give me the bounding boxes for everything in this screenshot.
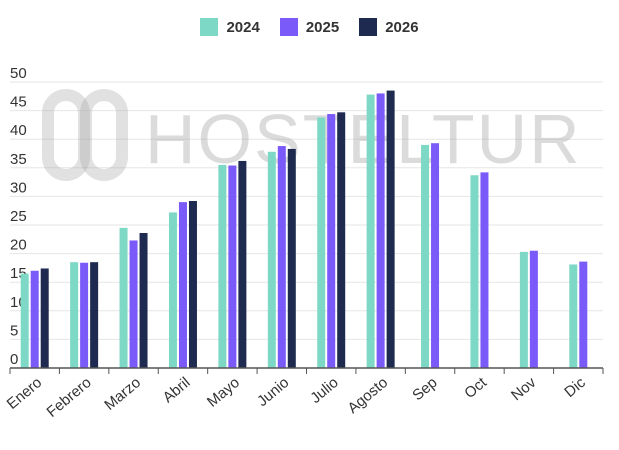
bar-2025-marzo[interactable] <box>129 240 138 368</box>
bar-2025-abril[interactable] <box>178 202 187 368</box>
bar-2025-sep[interactable] <box>431 143 440 368</box>
bar-2026-febrero[interactable] <box>90 262 99 368</box>
x-tick-label-dic: Dic <box>561 374 589 401</box>
bar-2025-dic[interactable] <box>579 261 588 368</box>
watermark: HOSTELTUR <box>42 89 582 181</box>
legend-swatch-2026 <box>359 18 378 36</box>
bar-2026-agosto[interactable] <box>386 90 395 368</box>
y-tick-label-0: 0 <box>10 351 18 368</box>
bar-2025-febrero[interactable] <box>80 262 89 368</box>
x-tick-label-febrero: Febrero <box>44 374 95 421</box>
x-tick-label-agosto: Agosto <box>344 374 391 417</box>
bar-2025-enero[interactable] <box>30 270 39 368</box>
y-tick-label-25: 25 <box>10 208 27 225</box>
bar-2026-enero[interactable] <box>40 268 49 368</box>
legend-swatch-2024 <box>200 18 219 36</box>
bar-2025-agosto[interactable] <box>376 93 385 368</box>
legend-item-2025[interactable]: 2025 <box>279 18 340 36</box>
chart-grid <box>10 81 603 340</box>
x-tick-label-mayo: Mayo <box>204 374 243 411</box>
bar-2025-nov[interactable] <box>529 250 538 368</box>
bar-2024-oct[interactable] <box>470 175 479 368</box>
bar-2024-nov[interactable] <box>519 251 528 368</box>
y-tick-label-5: 5 <box>10 322 18 339</box>
y-tick-label-30: 30 <box>10 179 27 196</box>
bar-2025-mayo[interactable] <box>228 165 237 368</box>
x-tick-label-oct: Oct <box>461 374 490 403</box>
legend-label-2025: 2025 <box>305 18 340 36</box>
watermark-text: HOSTELTUR <box>145 100 582 178</box>
bar-2026-marzo[interactable] <box>139 233 148 368</box>
x-tick-label-junio: Junio <box>254 374 292 410</box>
x-tick-label-enero: Enero <box>4 374 46 413</box>
bar-2024-julio[interactable] <box>317 117 326 369</box>
y-tick-label-50: 50 <box>10 65 27 82</box>
bars <box>20 90 588 369</box>
chart-legend: 2024 2025 2026 <box>0 18 619 36</box>
legend-label-2026: 2026 <box>385 18 419 36</box>
bar-2025-junio[interactable] <box>277 146 286 368</box>
x-tick-label-abril: Abril <box>160 374 194 406</box>
y-tick-label-35: 35 <box>10 151 27 168</box>
y-tick-label-20: 20 <box>10 237 27 254</box>
bar-2026-junio[interactable] <box>287 148 296 368</box>
bar-2024-febrero[interactable] <box>70 262 79 368</box>
bar-2024-marzo[interactable] <box>119 227 128 368</box>
bar-2024-dic[interactable] <box>569 264 578 368</box>
bar-2026-julio[interactable] <box>337 112 346 368</box>
bar-2026-abril[interactable] <box>188 200 197 368</box>
x-tick-label-julio: Julio <box>307 374 342 407</box>
bar-2024-agosto[interactable] <box>366 94 375 369</box>
bar-2024-sep[interactable] <box>421 144 430 368</box>
x-tick-label-nov: Nov <box>508 374 540 404</box>
watermark-logo-icon <box>42 89 128 181</box>
x-tick-label-sep: Sep <box>409 374 440 404</box>
y-tick-label-45: 45 <box>10 94 27 111</box>
x-tick-label-marzo: Marzo <box>101 374 144 414</box>
bar-2025-julio[interactable] <box>327 114 336 368</box>
bar-2025-oct[interactable] <box>480 172 489 368</box>
legend-item-2024[interactable]: 2024 <box>200 18 260 36</box>
bar-2024-junio[interactable] <box>267 151 276 368</box>
bar-2024-mayo[interactable] <box>218 164 227 368</box>
legend-swatch-2025 <box>279 18 298 36</box>
legend-item-2026[interactable]: 2026 <box>359 18 419 36</box>
y-tick-label-40: 40 <box>10 122 27 139</box>
bar-2026-mayo[interactable] <box>238 160 247 368</box>
bar-2024-enero[interactable] <box>20 273 29 368</box>
bar-2024-abril[interactable] <box>168 212 177 368</box>
legend-label-2024: 2024 <box>226 18 260 36</box>
